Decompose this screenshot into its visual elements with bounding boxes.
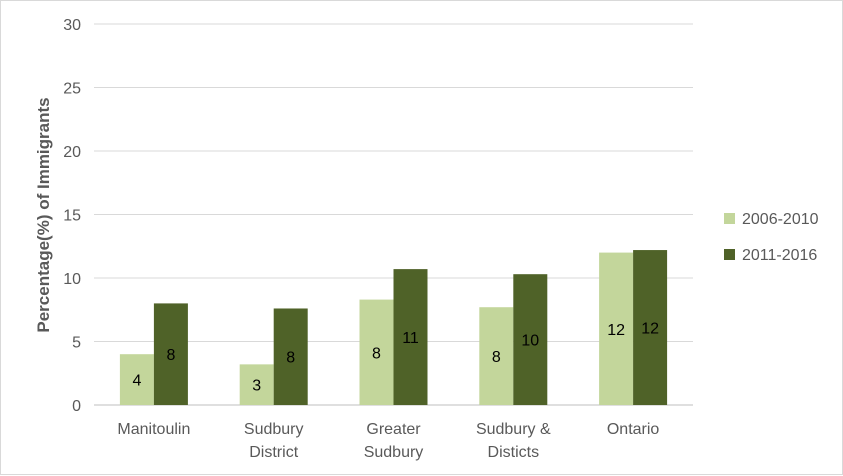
y-tick-label: 5 <box>72 335 81 352</box>
data-label: 3 <box>252 378 261 395</box>
legend-label: 2006-2010 <box>742 211 819 228</box>
bar <box>359 299 394 405</box>
legend: 2006-2010 2011-2016 <box>724 211 819 264</box>
data-label: 8 <box>286 350 295 367</box>
data-label: 8 <box>166 347 175 364</box>
bar <box>513 274 548 405</box>
x-category-label: Greater <box>366 421 421 438</box>
bar <box>633 250 668 405</box>
x-category-label: District <box>249 444 298 461</box>
x-axis-categories: Manitoulin Sudbury District Greater Sudbury S… <box>117 421 659 461</box>
y-tick-label: 25 <box>63 81 81 98</box>
y-tick-label: 20 <box>63 144 81 161</box>
bar <box>153 303 188 405</box>
y-axis-ticks: 0 5 10 15 20 25 30 <box>63 17 81 415</box>
bar <box>479 307 514 405</box>
y-tick-label: 15 <box>63 208 81 225</box>
x-category-label: Manitoulin <box>117 421 190 438</box>
y-tick-label: 30 <box>63 17 81 34</box>
x-category-label: Sudbury <box>364 444 424 461</box>
bar <box>239 364 274 405</box>
data-label: 11 <box>402 330 419 347</box>
y-tick-label: 10 <box>63 271 81 288</box>
data-label: 8 <box>372 345 381 362</box>
x-category-label: Sudbury <box>244 421 304 438</box>
bars <box>119 250 668 405</box>
x-category-label: Disticts <box>488 444 540 461</box>
bar <box>273 308 308 405</box>
y-tick-label: 0 <box>72 398 81 415</box>
x-category-label: Ontario <box>607 421 660 438</box>
data-label: 12 <box>641 321 659 338</box>
bar <box>599 252 634 405</box>
data-label: 8 <box>492 349 501 366</box>
x-category-label: Sudbury & <box>476 421 551 438</box>
bar <box>119 354 154 405</box>
legend-label: 2011-2016 <box>742 247 817 264</box>
bar <box>393 269 428 405</box>
data-label: 12 <box>607 322 625 339</box>
data-label: 4 <box>132 373 141 390</box>
data-labels: 4 8 3 8 8 11 8 10 12 12 <box>132 321 659 395</box>
data-label: 10 <box>521 333 539 350</box>
y-axis-label: Percentage(%) of Immigrants <box>34 97 53 332</box>
legend-swatch <box>724 213 735 224</box>
legend-swatch <box>724 249 735 260</box>
